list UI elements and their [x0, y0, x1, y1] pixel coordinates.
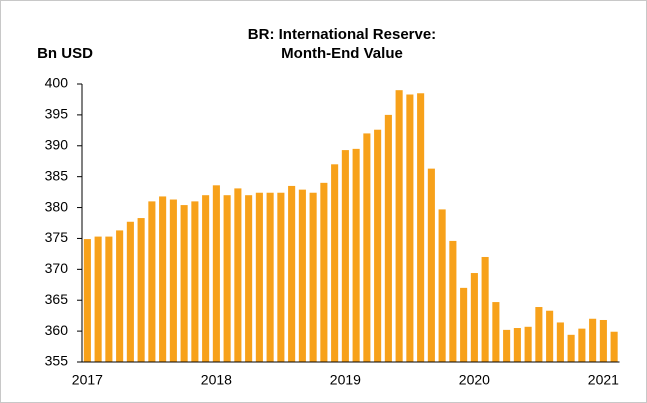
- bar: [148, 201, 156, 362]
- bar: [169, 199, 177, 362]
- bar: [331, 164, 339, 362]
- bar: [406, 94, 414, 362]
- y-tick-label: 370: [45, 260, 69, 276]
- bar: [556, 322, 564, 362]
- bar: [116, 230, 124, 362]
- x-tick-label: 2021: [588, 372, 619, 388]
- bar: [374, 129, 382, 362]
- bar: [202, 195, 210, 362]
- bar: [126, 221, 134, 362]
- bar: [578, 328, 586, 362]
- y-tick-label: 395: [45, 106, 69, 122]
- y-tick-label: 365: [45, 291, 69, 307]
- bar: [83, 239, 91, 362]
- bar: [266, 192, 274, 362]
- bar: [212, 185, 220, 362]
- x-tick-label: 2018: [201, 372, 232, 388]
- bar: [255, 192, 263, 362]
- bar: [341, 150, 349, 362]
- bar: [449, 240, 457, 362]
- y-tick-label: 355: [45, 353, 69, 369]
- bar: [546, 310, 554, 362]
- bar: [352, 148, 360, 362]
- y-tick-label: 375: [45, 229, 69, 245]
- bar: [320, 182, 328, 362]
- y-axis-label: Bn USD: [37, 45, 93, 62]
- bar: [288, 185, 296, 362]
- bar: [363, 133, 371, 362]
- bar: [94, 236, 102, 362]
- y-tick-label: 360: [45, 322, 69, 338]
- bar: [180, 205, 188, 362]
- bar: [298, 189, 306, 362]
- bar: [417, 93, 425, 363]
- bar: [524, 326, 532, 362]
- bar: [277, 192, 285, 362]
- y-tick-label: 380: [45, 198, 69, 214]
- x-tick-label: 2020: [459, 372, 490, 388]
- bar: [492, 302, 500, 362]
- bar: [384, 114, 392, 362]
- y-tick-label: 385: [45, 167, 69, 183]
- bar: [234, 188, 242, 362]
- bar: [610, 331, 618, 362]
- bar: [309, 192, 317, 362]
- bar: [223, 195, 231, 362]
- bar: [245, 195, 253, 362]
- bar: [105, 236, 113, 362]
- x-tick-label: 2019: [330, 372, 361, 388]
- bar: [460, 287, 468, 362]
- chart-title: Month-End Value: [281, 45, 403, 62]
- y-tick-label: 390: [45, 136, 69, 152]
- bar: [503, 329, 511, 362]
- bar: [137, 218, 145, 362]
- bar: [427, 168, 435, 362]
- x-tick-label: 2017: [72, 372, 103, 388]
- chart-title: BR: International Reserve:: [248, 26, 436, 43]
- bar: [567, 334, 575, 362]
- bar: [513, 328, 521, 362]
- bar: [589, 318, 597, 362]
- bar: [159, 196, 167, 362]
- bar: [438, 209, 446, 362]
- bar: [395, 90, 403, 362]
- bar: [599, 319, 607, 362]
- bar: [481, 256, 489, 362]
- bar: [535, 307, 543, 362]
- bar: [470, 273, 478, 362]
- bar: [191, 201, 199, 362]
- y-tick-label: 400: [45, 75, 69, 91]
